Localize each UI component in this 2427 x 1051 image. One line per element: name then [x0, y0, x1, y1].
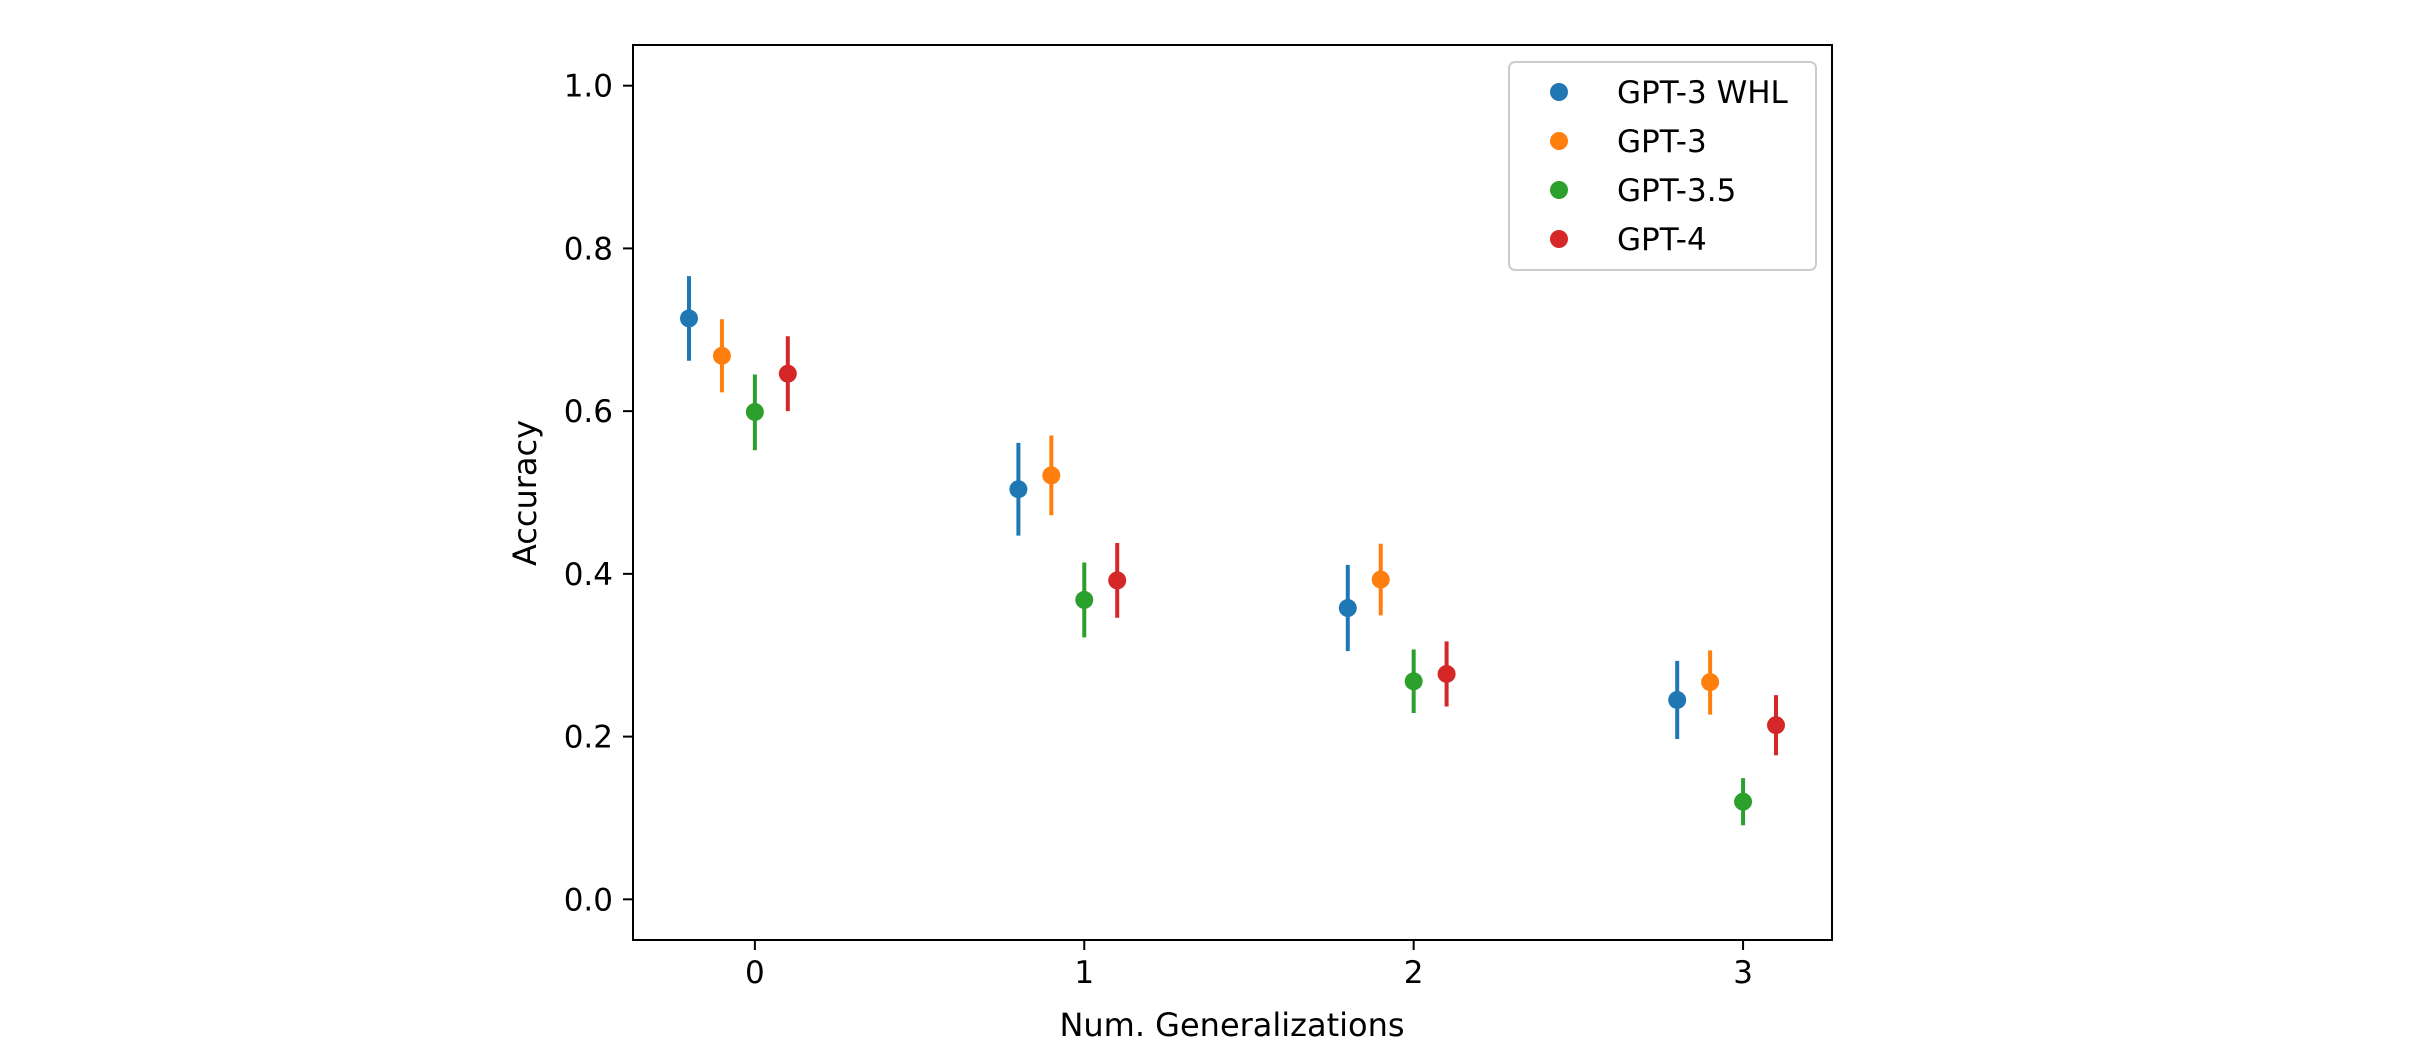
axis-ticks: 0 1 2 3 0.0 0.2 0.4 0.6 0.8 1.0: [564, 69, 1753, 991]
x-axis-label: Num. Generalizations: [1059, 1006, 1404, 1044]
legend-label: GPT-3 WHL: [1617, 75, 1789, 111]
data-points: [679, 309, 1786, 811]
legend-marker: [1550, 230, 1568, 248]
y-axis-label: Accuracy: [506, 420, 544, 566]
data-point: [745, 402, 764, 421]
data-point: [1668, 690, 1687, 709]
legend-items: GPT-3 WHL GPT-3 GPT-3.5 GPT-4: [1550, 75, 1789, 258]
x-tick-label: 2: [1404, 955, 1424, 991]
plot-frame: [632, 44, 1833, 941]
data-point: [1371, 570, 1390, 589]
data-point: [679, 309, 698, 328]
legend-label: GPT-3: [1617, 124, 1707, 160]
legend-marker: [1550, 83, 1568, 101]
legend-frame: [1508, 61, 1817, 271]
y-tick-label: 0.4: [564, 557, 613, 593]
x-tick-label: 1: [1074, 955, 1094, 991]
x-tick-label: 0: [745, 955, 765, 991]
x-tick-label: 3: [1733, 955, 1753, 991]
data-point: [778, 364, 797, 383]
data-point: [1009, 480, 1028, 499]
y-tick-label: 1.0: [564, 69, 613, 105]
data-point: [1075, 590, 1094, 609]
data-point: [712, 346, 731, 365]
data-point: [1108, 571, 1127, 590]
y-tick-label: 0.0: [564, 882, 613, 918]
y-tick-label: 0.8: [564, 231, 613, 267]
legend-label: GPT-4: [1617, 222, 1707, 258]
data-point: [1404, 672, 1423, 691]
data-point: [1042, 466, 1061, 485]
data-point: [1734, 792, 1753, 811]
legend: GPT-3 WHL GPT-3 GPT-3.5 GPT-4: [1508, 61, 1817, 271]
legend-marker: [1550, 132, 1568, 150]
data-point: [1338, 599, 1357, 618]
y-tick-label: 0.6: [564, 394, 613, 430]
legend-label: GPT-3.5: [1617, 173, 1736, 209]
data-point: [1767, 716, 1786, 735]
data-point: [1437, 664, 1456, 683]
y-tick-label: 0.2: [564, 720, 613, 756]
data-point: [1701, 673, 1720, 692]
legend-marker: [1550, 181, 1568, 199]
